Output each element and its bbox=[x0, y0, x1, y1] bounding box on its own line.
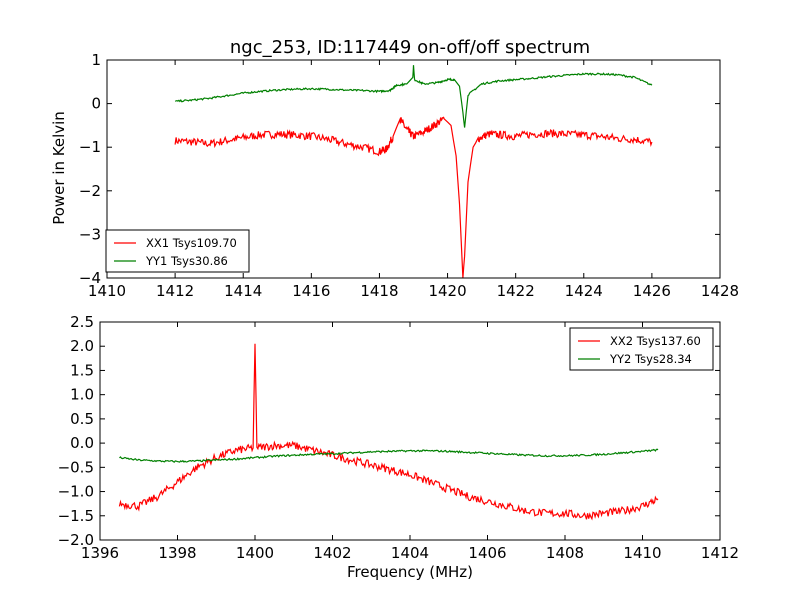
x-tick-label: 1412 bbox=[156, 282, 194, 300]
y-tick-label: 1 bbox=[91, 51, 101, 69]
x-axis-label: Frequency (MHz) bbox=[347, 563, 473, 581]
y-tick-label: −2.0 bbox=[58, 531, 94, 549]
y-tick-label: 1.5 bbox=[70, 361, 94, 379]
x-tick-label: 1414 bbox=[224, 282, 262, 300]
x-tick-label: 1412 bbox=[701, 544, 739, 562]
legend-entry: YY2 Tsys28.34 bbox=[609, 352, 692, 366]
y-tick-label: 1.0 bbox=[70, 386, 94, 404]
x-tick-label: 1410 bbox=[623, 544, 661, 562]
x-tick-label: 1398 bbox=[158, 544, 196, 562]
axes-frame bbox=[106, 59, 721, 279]
y-tick-label: 0 bbox=[91, 95, 101, 113]
legend-entry: YY1 Tsys30.86 bbox=[145, 254, 228, 268]
y-tick-label: 2.0 bbox=[70, 337, 94, 355]
legend: XX2 Tsys137.60 YY2 Tsys28.34 bbox=[569, 327, 714, 371]
legend: XX1 Tsys109.70 YY1 Tsys30.86 bbox=[105, 229, 250, 273]
chart-title: ngc_253, ID:117449 on-off/off spectrum bbox=[230, 37, 590, 58]
x-tick-label: 1408 bbox=[546, 544, 584, 562]
x-tick-label: 1428 bbox=[701, 282, 739, 300]
x-tick-label: 1410 bbox=[88, 282, 126, 300]
y-axis-label: Power in Kelvin bbox=[50, 111, 68, 225]
y-tick-label: 0.0 bbox=[70, 434, 94, 452]
bottom-panel: 1396 1398 1400 1402 1404 1406 1408 1410 1412 2.5 2… bbox=[58, 313, 740, 562]
y-tick-label: 2.5 bbox=[70, 313, 94, 331]
x-tick-label: 1404 bbox=[391, 544, 429, 562]
x-tick-label: 1402 bbox=[313, 544, 351, 562]
series-line-yy2 bbox=[119, 448, 659, 463]
y-tick-label: −0.5 bbox=[58, 458, 94, 476]
x-tick-label: 1400 bbox=[236, 544, 274, 562]
x-tick-label: 1426 bbox=[633, 282, 671, 300]
y-tick-label: −1.0 bbox=[58, 483, 94, 501]
legend-entry: XX2 Tsys137.60 bbox=[610, 334, 701, 348]
y-tick-label: −4 bbox=[79, 269, 101, 287]
x-tick-label: 1424 bbox=[565, 282, 603, 300]
x-tick-label: 1416 bbox=[292, 282, 330, 300]
y-tick-label: −2 bbox=[79, 182, 101, 200]
y-tick-label: 0.5 bbox=[70, 410, 94, 428]
x-tick-label: 1422 bbox=[497, 282, 535, 300]
legend-entry: XX1 Tsys109.70 bbox=[146, 236, 237, 250]
x-tick-label: 1396 bbox=[81, 544, 119, 562]
y-tick-label: −3 bbox=[79, 225, 101, 243]
series-line-xx1 bbox=[174, 116, 653, 278]
series-line-yy1 bbox=[174, 65, 653, 128]
top-panel: 1410 1412 1414 1416 1418 1420 1422 1424 1426 1428… bbox=[79, 51, 739, 300]
y-tick-label: −1 bbox=[79, 138, 101, 156]
series-line-xx2 bbox=[118, 343, 659, 521]
y-tick-label: −1.5 bbox=[58, 507, 94, 525]
x-tick-label: 1420 bbox=[428, 282, 466, 300]
x-tick-label: 1406 bbox=[468, 544, 506, 562]
x-tick-label: 1418 bbox=[360, 282, 398, 300]
